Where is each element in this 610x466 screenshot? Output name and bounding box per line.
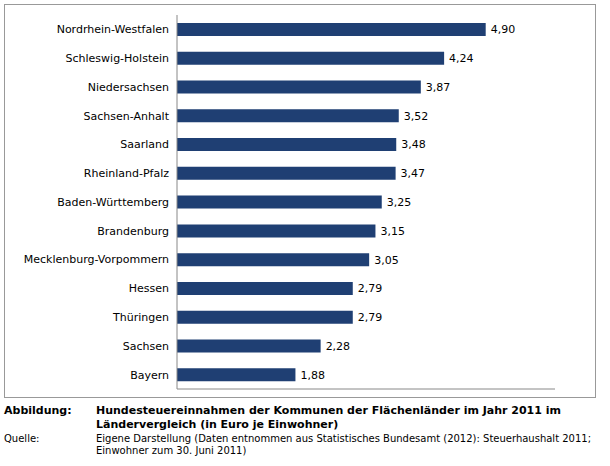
svg-text:Saarland: Saarland [120, 138, 169, 151]
svg-text:4,24: 4,24 [449, 52, 474, 65]
svg-text:Mecklenburg-Vorpommern: Mecklenburg-Vorpommern [24, 253, 169, 266]
svg-text:1,88: 1,88 [300, 369, 325, 382]
svg-text:Rheinland-Pfalz: Rheinland-Pfalz [84, 167, 169, 180]
html-text:Eigene Darstellung (Daten entn: Eigene Darstellung (Daten entnommen aus … [96, 433, 592, 456]
svg-text:Sachsen: Sachsen [123, 340, 169, 353]
svg-text:Brandenburg: Brandenburg [97, 225, 169, 238]
html-text:Hundesteuereinnahmen der Kommu: Hundesteuereinnahmen der Kommunen der Fl… [96, 404, 561, 431]
svg-text:2,79: 2,79 [358, 311, 383, 324]
svg-text:3,25: 3,25 [387, 196, 412, 209]
svg-text:3,48: 3,48 [401, 138, 426, 151]
svg-text:3,47: 3,47 [401, 167, 426, 180]
svg-text:Thüringen: Thüringen [112, 311, 169, 324]
html-text:Abbildung:: Abbildung: [4, 404, 72, 417]
svg-text:Sachsen-Anhalt: Sachsen-Anhalt [83, 110, 169, 123]
svg-text:Baden-Württemberg: Baden-Württemberg [57, 196, 169, 209]
html-text:Quelle:: Quelle: [4, 433, 40, 444]
svg-text:2,79: 2,79 [358, 282, 383, 295]
svg-text:3,87: 3,87 [426, 81, 451, 94]
svg-text:Hessen: Hessen [129, 282, 169, 295]
svg-text:3,52: 3,52 [404, 110, 429, 123]
svg-text:Schleswig-Holstein: Schleswig-Holstein [66, 52, 169, 65]
svg-text:Niedersachsen: Niedersachsen [88, 81, 169, 94]
svg-text:Nordrhein-Westfalen: Nordrhein-Westfalen [57, 23, 169, 36]
svg-text:3,15: 3,15 [380, 225, 405, 238]
svg-text:4,90: 4,90 [491, 23, 516, 36]
svg-text:3,05: 3,05 [374, 254, 399, 267]
svg-text:Bayern: Bayern [130, 369, 169, 382]
svg-text:2,28: 2,28 [326, 340, 351, 353]
